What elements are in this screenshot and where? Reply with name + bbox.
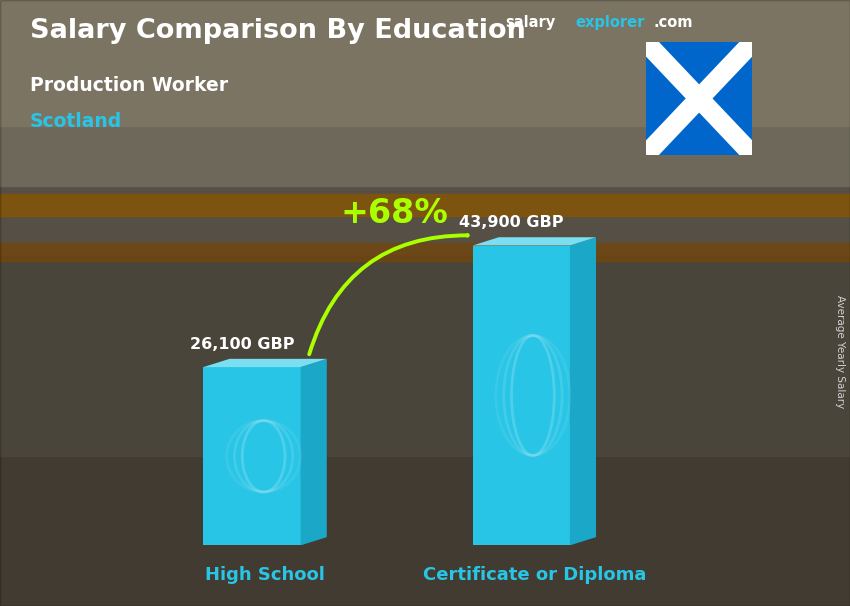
Text: 26,100 GBP: 26,100 GBP — [190, 337, 294, 352]
Text: 43,900 GBP: 43,900 GBP — [459, 216, 564, 230]
Bar — [0, 0, 850, 186]
Text: explorer: explorer — [575, 15, 645, 30]
Text: Production Worker: Production Worker — [30, 76, 228, 95]
Bar — [0, 0, 850, 126]
Bar — [0, 194, 850, 216]
Polygon shape — [203, 367, 301, 545]
Polygon shape — [301, 359, 326, 545]
Text: High School: High School — [205, 566, 325, 584]
Text: .com: .com — [654, 15, 693, 30]
Bar — [0, 256, 850, 606]
Text: +68%: +68% — [340, 197, 448, 230]
Bar — [0, 243, 850, 261]
Text: Average Yearly Salary: Average Yearly Salary — [835, 295, 845, 408]
Text: Certificate or Diploma: Certificate or Diploma — [422, 566, 646, 584]
Polygon shape — [473, 245, 570, 545]
Text: salary: salary — [506, 15, 556, 30]
Text: Salary Comparison By Education: Salary Comparison By Education — [30, 18, 525, 44]
Bar — [0, 256, 850, 456]
Polygon shape — [570, 237, 596, 545]
Bar — [0, 0, 850, 256]
Polygon shape — [473, 237, 596, 245]
Polygon shape — [203, 359, 326, 367]
FancyArrowPatch shape — [309, 235, 468, 355]
Text: Scotland: Scotland — [30, 112, 122, 131]
